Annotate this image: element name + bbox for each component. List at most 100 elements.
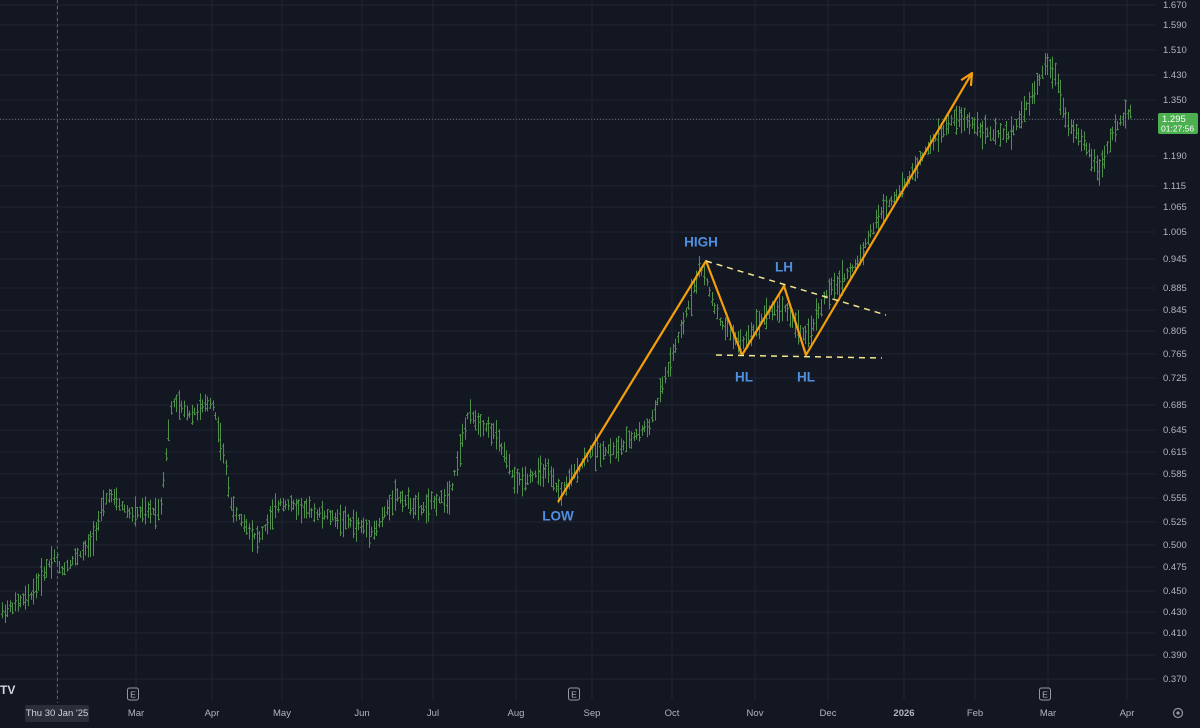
ohlc-bar: [225, 459, 228, 476]
ohlc-bar: [401, 490, 404, 512]
ohlc-bar: [994, 117, 997, 145]
ohlc-bar: [565, 476, 568, 496]
ohlc-bar: [84, 540, 87, 556]
ohlc-bar: [797, 309, 800, 345]
annotation-label-hl: HL: [797, 370, 815, 385]
ohlc-bar: [838, 270, 841, 301]
ohlc-bar: [628, 430, 631, 449]
ohlc-bar: [160, 497, 163, 515]
ohlc-bar: [113, 488, 116, 506]
ohlc-bar: [479, 414, 482, 437]
y-tick-label: 0.945: [1163, 254, 1187, 265]
ohlc-bar: [648, 419, 651, 435]
ohlc-bar: [360, 519, 363, 534]
ohlc-bar: [37, 573, 40, 591]
support-line[interactable]: [715, 354, 883, 359]
ohlc-bar: [430, 491, 433, 510]
crosshair-date-badge: [25, 705, 89, 722]
ohlc-bar: [505, 450, 508, 469]
annotation-label-low: LOW: [542, 509, 574, 524]
ohlc-bar: [836, 275, 839, 295]
ohlc-bar: [1070, 119, 1073, 135]
ohlc-bar: [66, 559, 69, 572]
ohlc-bar: [862, 242, 865, 266]
ohlc-bar: [815, 298, 818, 331]
ohlc-bar: [864, 238, 867, 248]
ohlc-bar: [243, 514, 246, 533]
ohlc-bar: [778, 293, 781, 323]
ohlc-bar: [474, 410, 477, 431]
ohlc-bar: [399, 491, 402, 504]
ohlc-bar: [331, 510, 334, 521]
ohlc-bar: [14, 592, 17, 612]
descending-trendline[interactable]: [705, 260, 887, 316]
ohlc-bar: [882, 193, 885, 225]
brand-logo[interactable]: TV: [0, 683, 15, 697]
ohlc-bar: [617, 435, 620, 462]
annotation-label-hl: HL: [735, 370, 753, 385]
grid: [0, 0, 1155, 700]
ohlc-bar: [45, 559, 48, 578]
ohlc-bar: [703, 265, 706, 286]
y-tick-label: 0.845: [1163, 305, 1187, 316]
ohlc-bar: [674, 338, 677, 353]
annotations[interactable]: LOW HIGH LH HL HL: [542, 71, 974, 524]
ohlc-bar: [711, 292, 714, 307]
zigzag-path[interactable]: [557, 72, 973, 503]
ohlc-bar: [165, 448, 168, 462]
earnings-marker[interactable]: E: [568, 687, 580, 701]
ohlc-bar: [737, 331, 740, 353]
ohlc-bar: [919, 150, 922, 166]
ohlc-bar: [17, 593, 20, 612]
ohlc-bar: [651, 409, 654, 423]
ohlc-bar: [672, 343, 675, 361]
ohlc-bar: [282, 497, 285, 512]
ohlc-bar: [48, 560, 51, 568]
ohlc-bar: [261, 526, 264, 540]
ohlc-bar: [1057, 73, 1060, 94]
ohlc-bar: [485, 422, 488, 432]
ohlc-bar: [872, 222, 875, 235]
ohlc-bar: [542, 464, 545, 488]
x-tick-label: Sep: [584, 708, 601, 719]
y-tick-label: 0.765: [1163, 349, 1187, 360]
ohlc-bar: [1072, 119, 1075, 143]
earnings-marker[interactable]: E: [127, 687, 139, 701]
ohlc-bar: [1059, 79, 1062, 115]
ohlc-bar: [162, 471, 165, 488]
ohlc-bar: [191, 404, 194, 425]
ohlc-bar: [318, 507, 321, 518]
ohlc-bar: [352, 509, 355, 539]
ohlc-bar: [1129, 104, 1132, 119]
price-axis[interactable]: 1.670 1.590 1.510 1.430 1.350 1.190 1.115 1.065…: [1157, 0, 1200, 723]
ohlc-bar: [469, 399, 472, 424]
ohlc-bar: [123, 504, 126, 513]
ohlc-bar: [287, 499, 290, 511]
y-tick-label: 1.115: [1163, 181, 1186, 192]
ohlc-bar: [464, 417, 467, 440]
earnings-marker[interactable]: E: [1039, 687, 1051, 701]
settings-icon[interactable]: [1172, 707, 1184, 719]
ohlc-bar: [4, 604, 7, 624]
ohlc-bar: [1124, 99, 1127, 129]
ohlc-bar: [828, 278, 831, 310]
y-tick-label: 1.190: [1163, 151, 1187, 162]
ohlc-bar: [217, 416, 220, 443]
ohlc-bar: [412, 497, 415, 519]
ohlc-bar: [407, 487, 410, 509]
ohlc-bar: [199, 393, 202, 421]
ohlc-bar: [422, 502, 425, 514]
ohlc-bar: [295, 498, 298, 521]
ohlc-bar: [147, 501, 150, 519]
ohlc-bar: [149, 499, 152, 524]
ohlc-bar: [633, 431, 636, 442]
ohlc-bar: [516, 468, 519, 494]
ohlc-bar: [271, 499, 274, 530]
ohlc-bar: [24, 585, 27, 610]
ohlc-bar: [550, 466, 553, 488]
earnings-marker-label: E: [130, 690, 136, 700]
time-axis[interactable]: Thu 30 Jan '25 Mar Apr May Jun Jul Aug Sep Oct No…: [0, 687, 1200, 723]
